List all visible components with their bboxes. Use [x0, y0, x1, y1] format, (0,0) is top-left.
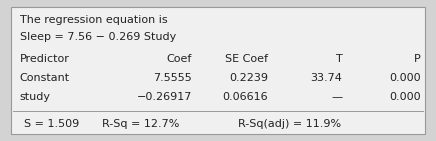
Text: The regression equation is: The regression equation is — [20, 15, 167, 25]
Text: 0.2239: 0.2239 — [229, 73, 268, 83]
Text: SE Coef: SE Coef — [225, 54, 268, 64]
Text: —: — — [331, 92, 342, 102]
Text: 0.06616: 0.06616 — [222, 92, 268, 102]
Text: Predictor: Predictor — [20, 54, 69, 64]
Text: Constant: Constant — [20, 73, 70, 83]
Text: −0.26917: −0.26917 — [136, 92, 192, 102]
FancyBboxPatch shape — [11, 7, 425, 134]
Text: 0.000: 0.000 — [389, 92, 421, 102]
Text: Sleep = 7.56 − 0.269 Study: Sleep = 7.56 − 0.269 Study — [20, 32, 176, 42]
Text: R-Sq(adj) = 11.9%: R-Sq(adj) = 11.9% — [238, 119, 341, 129]
Text: T: T — [336, 54, 342, 64]
Text: S = 1.509: S = 1.509 — [24, 119, 79, 129]
Text: R-Sq = 12.7%: R-Sq = 12.7% — [102, 119, 180, 129]
Text: 0.000: 0.000 — [389, 73, 421, 83]
Text: study: study — [20, 92, 51, 102]
Text: P: P — [414, 54, 421, 64]
Text: Coef: Coef — [167, 54, 192, 64]
Text: 7.5555: 7.5555 — [153, 73, 192, 83]
Text: 33.74: 33.74 — [310, 73, 342, 83]
